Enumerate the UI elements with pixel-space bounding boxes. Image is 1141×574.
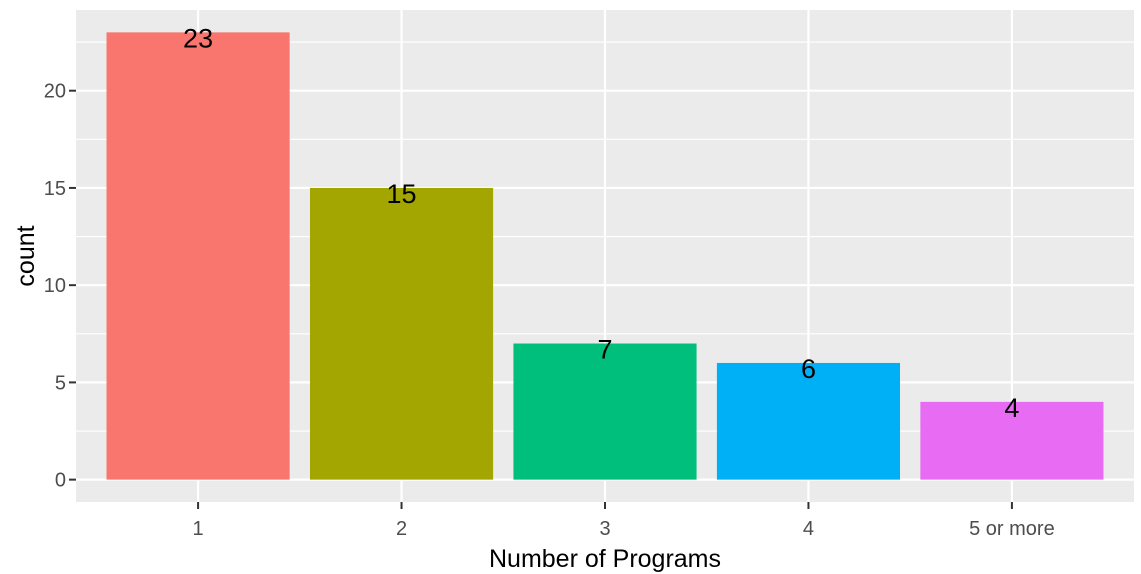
bar-labels-group: 23 15 7 6 4 [183, 23, 1019, 422]
y-axis-title: count [12, 225, 40, 286]
x-tick-label: 5 or more [969, 518, 1055, 540]
bar-value-label: 4 [1004, 393, 1019, 423]
y-tick-label: 10 [44, 275, 66, 297]
y-tick-label: 20 [44, 81, 66, 103]
bar-value-label: 23 [183, 23, 213, 53]
bar-5 [920, 401, 1104, 480]
bars-group [106, 32, 1104, 480]
y-tick-label: 5 [55, 372, 66, 394]
bar-3 [513, 343, 697, 480]
x-axis: 1 2 3 4 5 or more [193, 502, 1055, 540]
x-tick-label: 4 [803, 518, 814, 540]
bar-4 [716, 362, 901, 480]
x-tick-label: 3 [599, 518, 610, 540]
y-tick-label: 0 [55, 470, 66, 492]
bar-value-label: 15 [387, 179, 417, 209]
bar-value-label: 6 [801, 354, 816, 384]
x-tick-label: 1 [193, 518, 204, 540]
bar-2 [309, 187, 494, 480]
y-axis: 0 5 10 15 20 [44, 81, 76, 492]
x-tick-label: 2 [396, 518, 407, 540]
bar-1 [106, 32, 290, 480]
x-axis-title: Number of Programs [489, 545, 721, 573]
bar-value-label: 7 [597, 335, 612, 365]
y-tick-label: 15 [44, 178, 66, 200]
